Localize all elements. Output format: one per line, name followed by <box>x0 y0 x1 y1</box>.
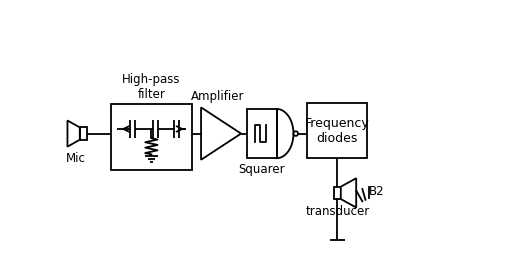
Bar <box>80 128 87 140</box>
Text: Amplifier: Amplifier <box>190 90 244 103</box>
Bar <box>334 187 341 199</box>
Text: transducer: transducer <box>305 205 370 218</box>
Bar <box>247 109 277 158</box>
Text: Squarer: Squarer <box>239 163 285 176</box>
Text: B2: B2 <box>369 185 384 198</box>
Circle shape <box>293 131 298 136</box>
Polygon shape <box>68 121 80 147</box>
Bar <box>111 104 192 170</box>
Text: High-pass
filter: High-pass filter <box>122 73 180 101</box>
Text: Frequency
diodes: Frequency diodes <box>305 117 370 145</box>
Bar <box>307 103 367 158</box>
Text: Mic: Mic <box>66 152 86 165</box>
Polygon shape <box>201 107 241 160</box>
Polygon shape <box>341 178 356 208</box>
